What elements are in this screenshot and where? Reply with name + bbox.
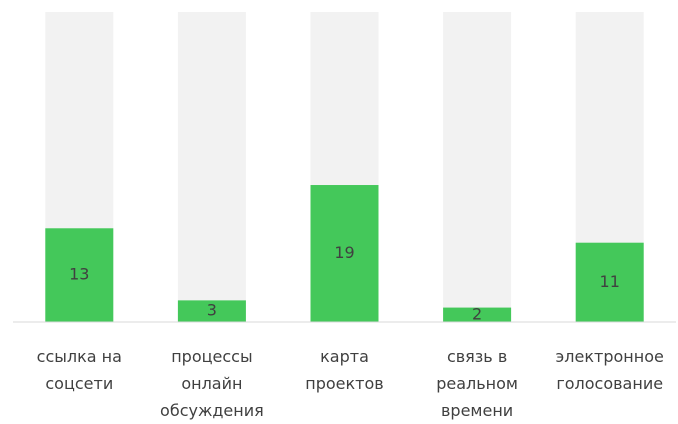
value-label: 2	[472, 304, 482, 323]
x-tick-label: электронное голосование	[556, 347, 664, 393]
bar	[45, 228, 114, 322]
x-tick-label: процессы онлайн обсуждения	[160, 347, 264, 420]
x-tick-label: карта проектов	[305, 347, 383, 393]
value-label: 3	[207, 301, 217, 320]
bar-background	[443, 12, 512, 322]
bar	[575, 242, 644, 322]
value-label: 13	[69, 265, 89, 284]
bar	[310, 185, 379, 322]
x-tick-label: ссылка на соцсети	[37, 347, 122, 393]
x-tick-label: связь в реальном времени	[436, 347, 518, 420]
bar-background	[177, 12, 246, 322]
value-label: 11	[600, 272, 620, 291]
bar	[177, 300, 246, 322]
value-label: 19	[334, 243, 354, 262]
bar	[443, 307, 512, 322]
